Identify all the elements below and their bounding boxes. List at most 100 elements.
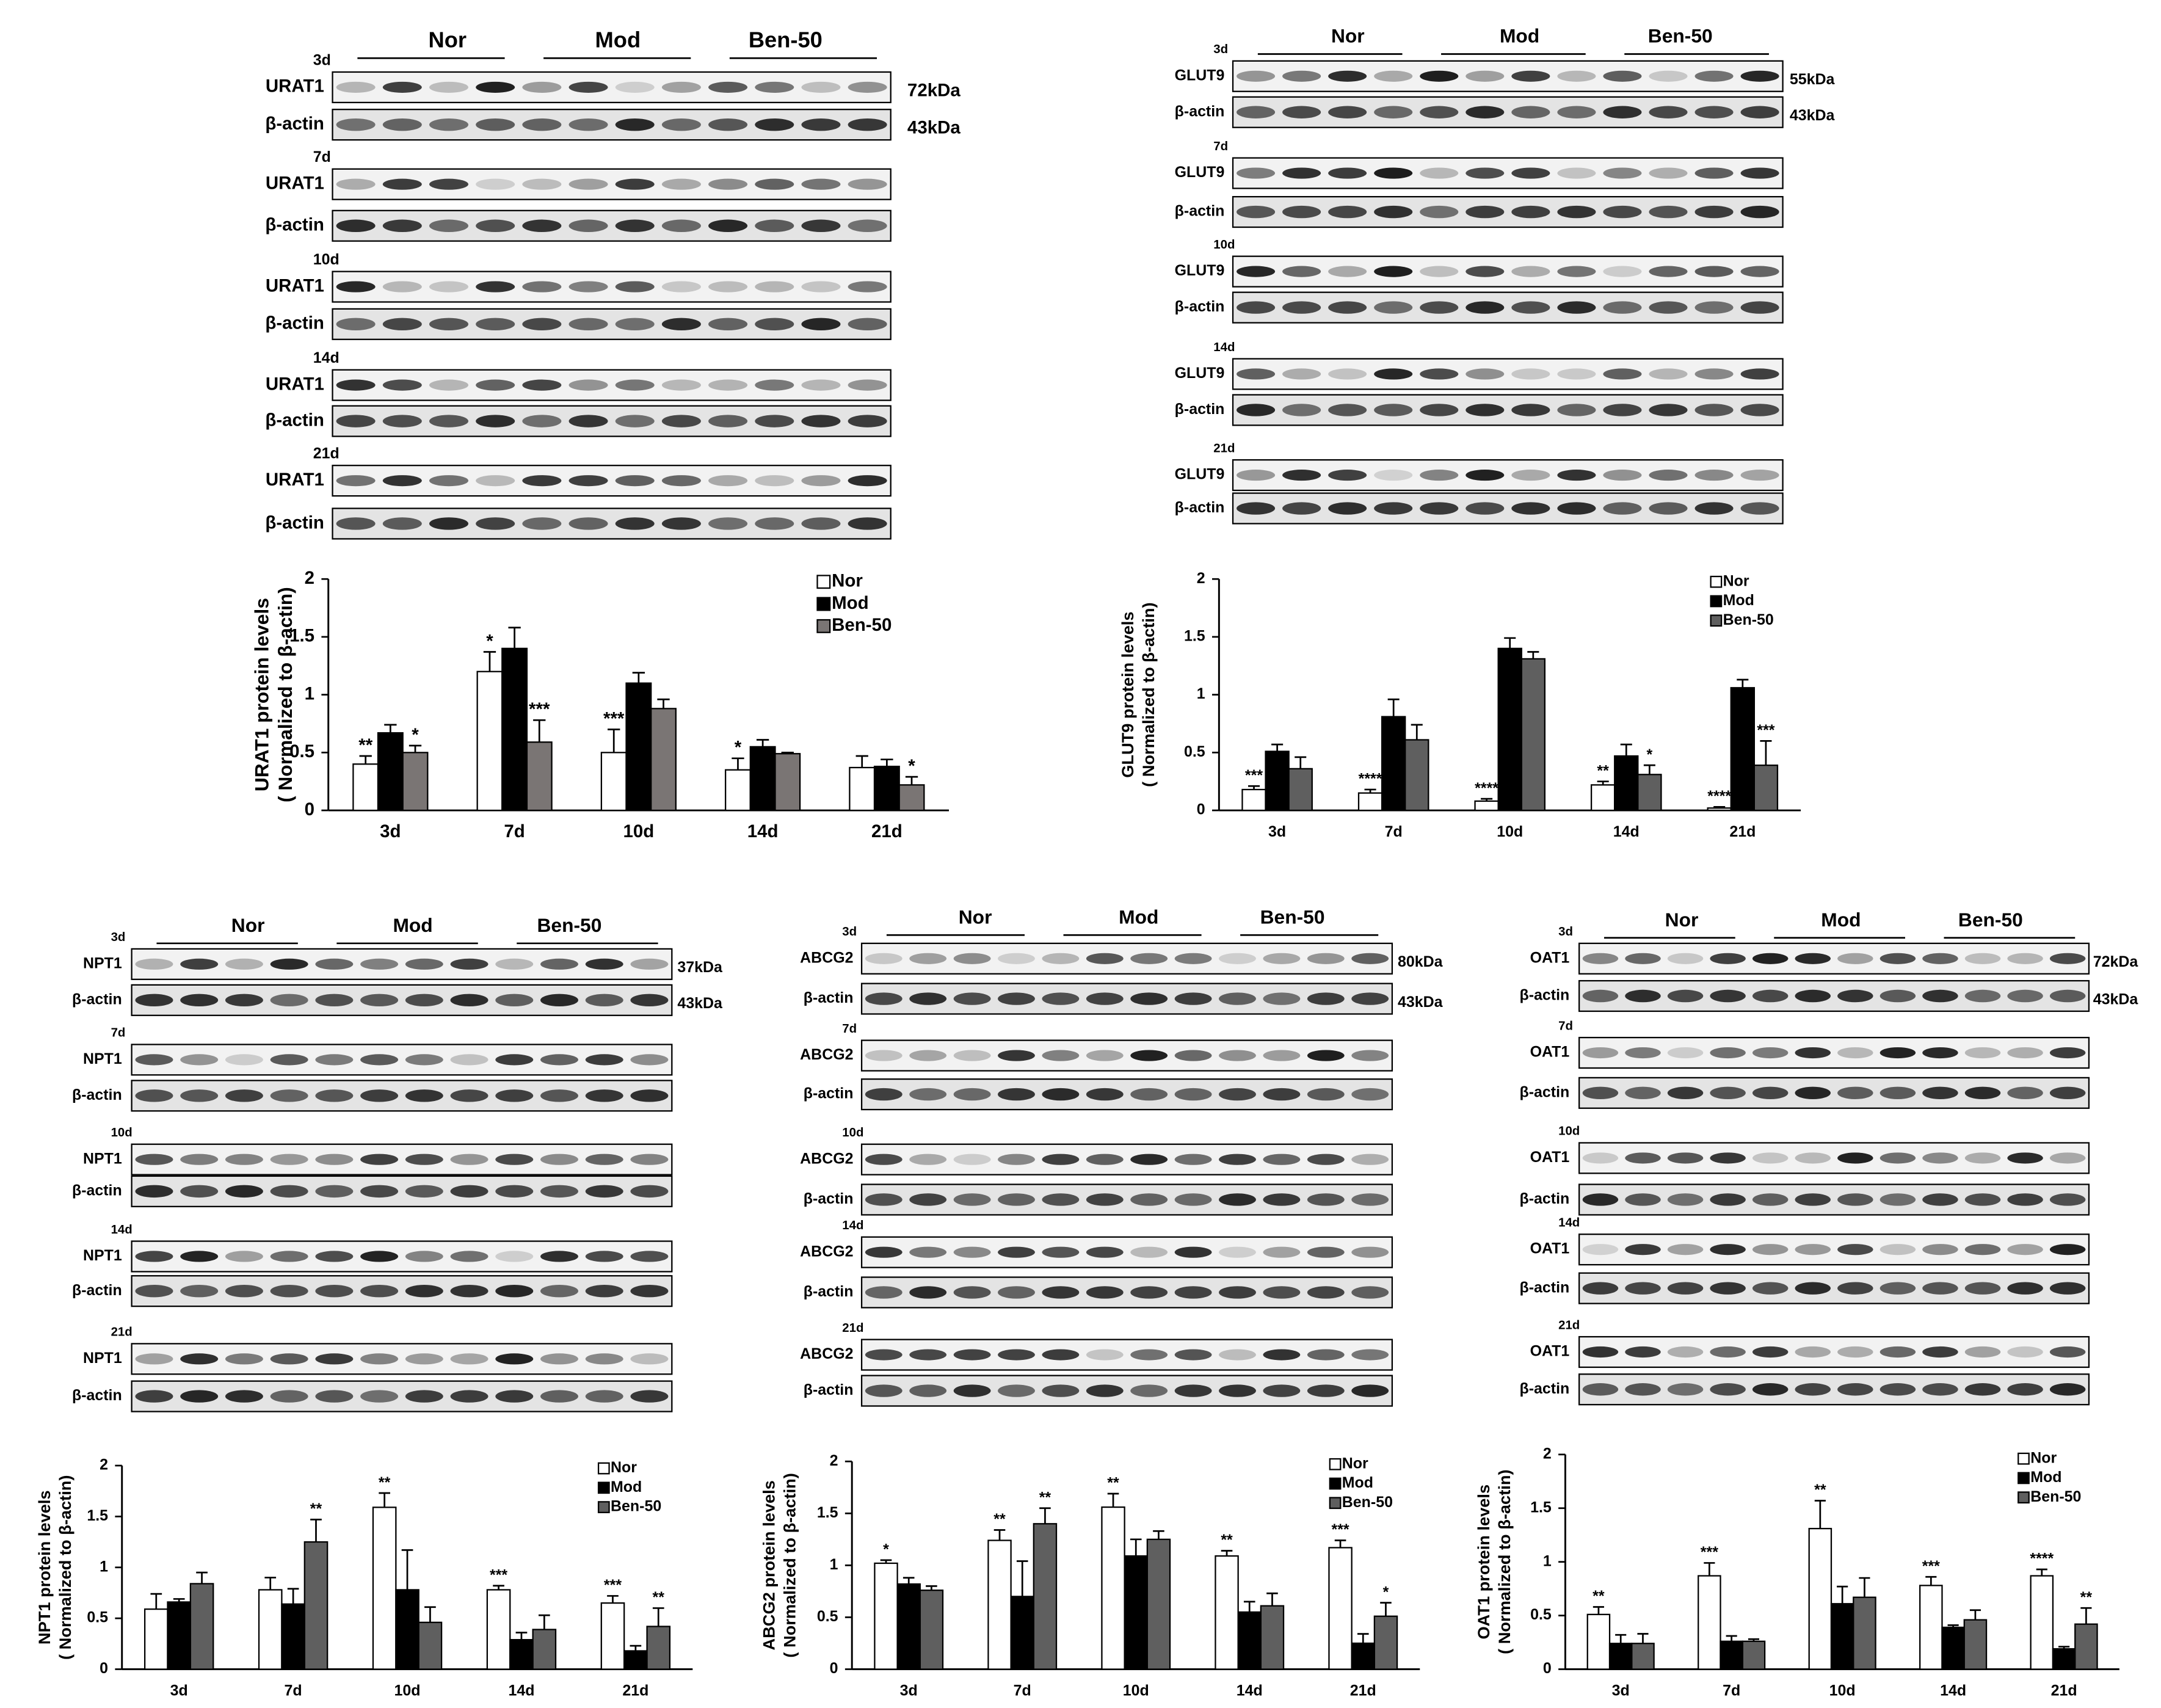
band — [755, 517, 794, 530]
error-bar — [1620, 743, 1632, 757]
error-bar — [287, 1588, 299, 1604]
bar — [1215, 1555, 1239, 1670]
blot-strip — [1578, 1077, 2090, 1109]
bar — [1637, 774, 1662, 812]
band — [1307, 1349, 1345, 1361]
blot-strip — [1578, 1036, 2090, 1069]
band — [495, 1154, 534, 1165]
band — [495, 1185, 534, 1198]
band — [568, 281, 608, 293]
band — [135, 1390, 173, 1403]
band — [1420, 404, 1459, 416]
blot-strip — [1578, 942, 2090, 975]
kda-label: 43kDa — [2093, 990, 2139, 1008]
error-bar — [632, 672, 645, 683]
bar — [303, 1541, 329, 1670]
band — [2007, 1282, 2043, 1295]
band — [1795, 1244, 1831, 1256]
band — [1351, 1088, 1389, 1101]
band — [180, 1089, 219, 1102]
band — [476, 475, 515, 487]
band — [909, 1050, 947, 1061]
band — [801, 81, 841, 93]
kda-label: 37kDa — [677, 959, 723, 976]
band — [382, 281, 422, 293]
row-label: β-actin — [72, 1282, 122, 1299]
bar — [1373, 1615, 1398, 1670]
band — [522, 118, 562, 131]
band — [135, 1284, 173, 1298]
band — [1837, 1152, 1873, 1164]
band — [270, 1353, 308, 1365]
band — [315, 1054, 354, 1066]
band — [708, 379, 748, 391]
band — [1667, 953, 1704, 964]
band — [2049, 1244, 2086, 1256]
band — [405, 994, 443, 1007]
band — [1922, 1193, 1958, 1206]
band — [953, 992, 991, 1005]
band — [1511, 106, 1550, 118]
band — [568, 517, 608, 530]
error-bar — [1387, 698, 1400, 717]
band — [1710, 1244, 1746, 1256]
row-label: β-actin — [1175, 298, 1225, 315]
blot-strip — [860, 1078, 1393, 1111]
error-bar — [1704, 1562, 1715, 1576]
band — [1328, 502, 1367, 515]
band — [1649, 502, 1688, 515]
band — [1042, 1193, 1080, 1206]
error-bar — [1016, 1560, 1028, 1597]
band — [1964, 1346, 2001, 1358]
band — [630, 1054, 669, 1066]
error-bar — [652, 1607, 664, 1627]
band — [382, 379, 422, 391]
error-bar — [2036, 1568, 2047, 1576]
x-tick-label: 10d — [1497, 823, 1523, 840]
error-bar — [1243, 1601, 1255, 1612]
band — [708, 118, 748, 131]
band — [1964, 1193, 2001, 1206]
band — [1880, 1152, 1916, 1164]
significance-label: *** — [1757, 722, 1774, 739]
band — [630, 1284, 669, 1298]
band — [522, 475, 562, 487]
band — [909, 992, 947, 1005]
band — [615, 475, 655, 487]
band — [1282, 301, 1321, 314]
band — [1351, 1349, 1389, 1361]
significance-label: * — [1647, 746, 1653, 763]
band — [270, 1284, 308, 1298]
band — [476, 118, 515, 131]
band — [1219, 1286, 1256, 1299]
band — [568, 318, 608, 331]
row-label: β-actin — [1520, 1380, 1570, 1397]
band — [360, 1390, 399, 1403]
significance-label: ** — [993, 1511, 1006, 1528]
x-tick-label: 3d — [170, 1682, 188, 1699]
band — [180, 1353, 219, 1365]
day-label: 21d — [1558, 1318, 1580, 1332]
bar — [167, 1601, 192, 1670]
band — [1263, 953, 1301, 964]
error-bar — [1760, 740, 1772, 766]
band — [1694, 470, 1734, 481]
band — [1582, 1383, 1619, 1396]
significance-label: ** — [358, 735, 372, 755]
bar — [1753, 765, 1779, 812]
error-bar — [384, 724, 397, 733]
error-bar — [1357, 1633, 1369, 1643]
band — [1042, 992, 1080, 1005]
blot-strip — [131, 984, 673, 1016]
band — [1880, 989, 1916, 1003]
band — [1603, 301, 1642, 314]
band — [1237, 205, 1276, 219]
band — [1237, 470, 1276, 481]
y-tick-label: 0 — [1543, 1660, 1552, 1677]
band — [336, 81, 376, 93]
band — [1042, 1286, 1080, 1299]
y-tick-label: 2 — [1543, 1445, 1552, 1462]
error-bar — [1364, 788, 1376, 793]
band — [1837, 1346, 1873, 1358]
band — [801, 118, 841, 131]
